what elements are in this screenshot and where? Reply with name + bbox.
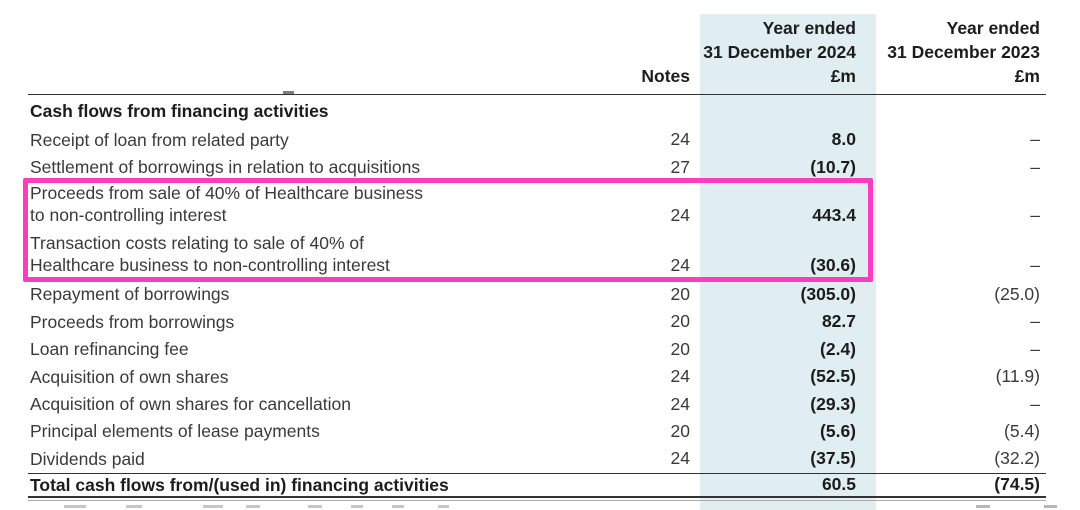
clipped-text-fragment	[351, 505, 363, 508]
value-2024-cell: (52.5)	[810, 366, 856, 387]
value-2024-cell: 8.0	[831, 129, 856, 150]
row-label: Repayment of borrowings	[30, 284, 230, 305]
note-cell: 24	[670, 254, 690, 275]
row-label: Principal elements of lease payments	[30, 421, 320, 442]
total-value-2024: 60.5	[821, 474, 856, 495]
col-2023-header: Year ended 31 December 2023 £m	[856, 16, 1040, 94]
value-2023-cell: –	[1030, 311, 1040, 332]
table-row: Proceeds from borrowings 20 82.7 –	[0, 308, 1080, 335]
note-cell: 20	[670, 338, 690, 359]
value-2024-cell: 443.4	[812, 204, 856, 225]
notes-column-header: Notes	[641, 66, 690, 86]
value-2023-cell: (32.2)	[994, 448, 1040, 469]
row-label: Proceeds from sale of 40% of Healthcare …	[30, 182, 423, 225]
table-row: Receipt of loan from related party 24 8.…	[0, 126, 1080, 153]
current-year-column-shade	[700, 14, 876, 510]
header-rule	[28, 94, 1046, 95]
bottom-rule	[28, 495, 1046, 501]
col-2024-header: Year ended 31 December 2024 £m	[690, 16, 856, 94]
total-value-2023: (74.5)	[994, 474, 1040, 495]
table-row: Repayment of borrowings 20 (305.0) (25.0…	[0, 281, 1080, 308]
clipped-text-fragment	[64, 505, 86, 508]
table-row: Acquisition of own shares for cancellati…	[0, 390, 1080, 417]
row-label: Receipt of loan from related party	[30, 129, 289, 150]
row-label: Settlement of borrowings in relation to …	[30, 157, 421, 178]
col-2023-unit: £m	[1014, 66, 1040, 86]
value-2024-cell: (30.6)	[810, 254, 856, 275]
row-label: Proceeds from borrowings	[30, 311, 235, 332]
clipped-text-fragment	[203, 505, 223, 508]
table-row: Settlement of borrowings in relation to …	[0, 153, 1080, 180]
table-row: Acquisition of own shares 24 (52.5) (11.…	[0, 363, 1080, 390]
total-label: Total cash flows from/(used in) financin…	[30, 474, 449, 495]
value-2024-cell: (37.5)	[810, 448, 856, 469]
value-2023-cell: –	[1030, 338, 1040, 359]
note-cell: 24	[670, 204, 690, 225]
value-2023-cell: –	[1030, 204, 1040, 225]
section-row: Cash flows from financing activities	[0, 95, 1080, 126]
table-row-highlighted: Transaction costs relating to sale of 40…	[0, 231, 1080, 281]
value-2024-cell: (10.7)	[810, 156, 856, 177]
value-2023-cell: –	[1030, 129, 1040, 150]
value-2023-cell: –	[1030, 393, 1040, 414]
row-label: Dividends paid	[30, 448, 145, 469]
clipped-text-fragment	[126, 505, 142, 508]
value-2024-cell: 82.7	[821, 311, 856, 332]
note-cell: 24	[670, 393, 690, 414]
table-row-highlighted: Proceeds from sale of 40% of Healthcare …	[0, 181, 1080, 231]
value-2024-cell: (2.4)	[820, 338, 856, 359]
row-label: Loan refinancing fee	[30, 339, 189, 360]
col-2024-unit: £m	[830, 66, 856, 86]
clipped-text-fragment	[308, 505, 322, 508]
value-2023-cell: (5.4)	[1004, 420, 1040, 441]
value-2024-cell: (29.3)	[810, 393, 856, 414]
row-label: Acquisition of own shares for cancellati…	[30, 394, 352, 415]
note-cell: 27	[670, 156, 690, 177]
clipped-text-fragment	[283, 91, 294, 94]
clipped-text-fragment	[438, 505, 449, 508]
clipped-text-fragment	[1044, 505, 1057, 508]
value-2023-cell: (11.9)	[995, 366, 1040, 387]
row-label: Acquisition of own shares	[30, 366, 229, 387]
note-cell: 20	[670, 283, 690, 304]
table-row: Loan refinancing fee 20 (2.4) –	[0, 336, 1080, 363]
col-2024-line2: 31 December 2024	[703, 42, 856, 62]
clipped-text-fragment	[246, 505, 260, 508]
note-cell: 24	[670, 129, 690, 150]
col-2023-line2: 31 December 2023	[887, 42, 1040, 62]
note-cell: 24	[670, 366, 690, 387]
row-label: Transaction costs relating to sale of 40…	[30, 232, 390, 275]
value-2024-cell: (305.0)	[800, 283, 856, 304]
value-2023-cell: –	[1030, 156, 1040, 177]
label-column-header	[30, 88, 620, 94]
total-row: Total cash flows from/(used in) financin…	[0, 474, 1080, 496]
value-2023-cell: –	[1030, 254, 1040, 275]
note-cell: 24	[670, 448, 690, 469]
table-row: Dividends paid 24 (37.5) (32.2)	[0, 445, 1080, 472]
note-cell: 20	[670, 311, 690, 332]
value-2024-cell: (5.6)	[820, 420, 856, 441]
section-title: Cash flows from financing activities	[30, 100, 329, 121]
table-header: Notes Year ended 31 December 2024 £m Yea…	[0, 0, 1080, 94]
note-cell: 20	[670, 420, 690, 441]
total-top-rule	[28, 472, 1046, 474]
col-2024-line1: Year ended	[762, 18, 856, 38]
clipped-text-fragment	[976, 505, 990, 508]
clipped-text-fragment	[392, 505, 404, 508]
table-row: Principal elements of lease payments 20 …	[0, 418, 1080, 445]
col-2023-line1: Year ended	[946, 18, 1040, 38]
value-2023-cell: (25.0)	[994, 283, 1040, 304]
